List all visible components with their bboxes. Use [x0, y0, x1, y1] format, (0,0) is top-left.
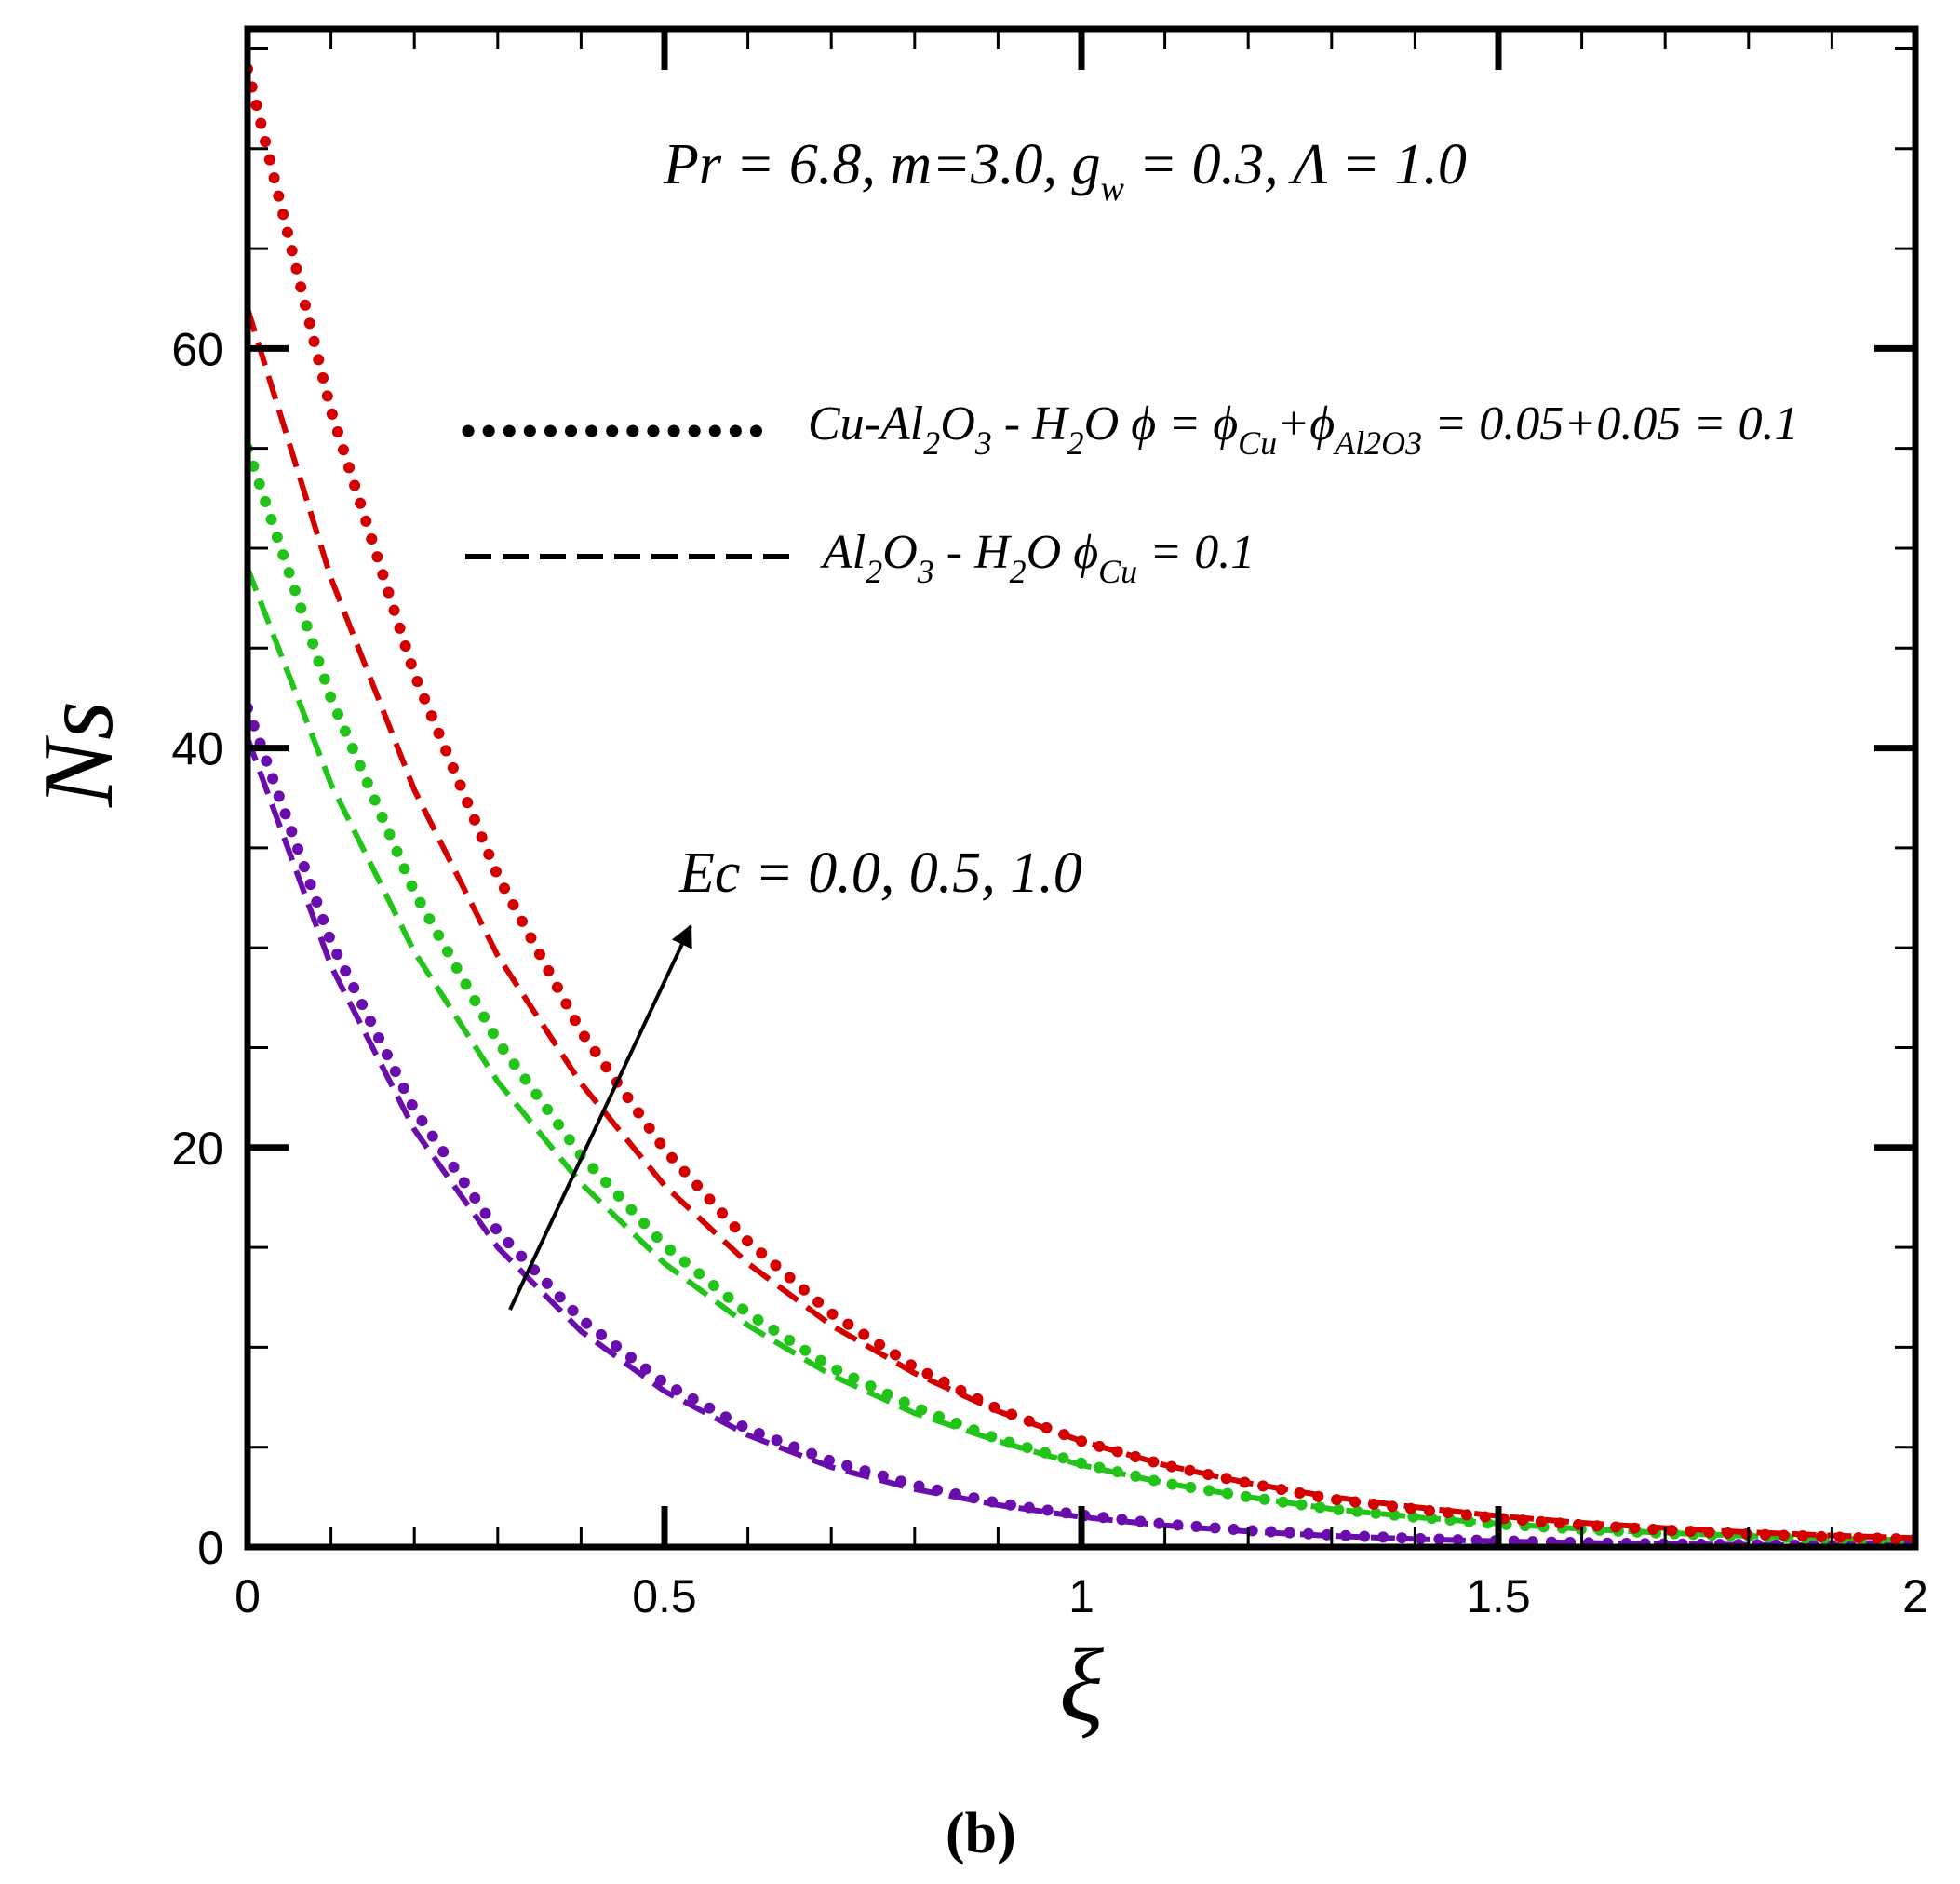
series-ec-0.0-dotted — [248, 702, 1915, 1547]
y-tick-label: 60 — [171, 323, 223, 375]
ec-direction-arrow — [508, 923, 692, 1311]
x-tick-label: 0 — [235, 1570, 261, 1622]
y-axis-title: Ns — [23, 701, 134, 808]
series-ec-0.5-dotted — [248, 442, 1915, 1547]
plot-frame — [244, 25, 1919, 1551]
series-ec-1.0-dotted — [248, 62, 1915, 1545]
x-axis-title: ξ — [1059, 1628, 1104, 1743]
panel-label: (b) — [946, 1802, 1016, 1865]
y-tick-label: 40 — [171, 723, 223, 775]
legend-label-hybrid: Cu-Al2O3 - H2O ϕ = ϕCu+ϕAl2O3 = 0.05+0.0… — [808, 397, 1798, 462]
x-tick-label: 2 — [1902, 1570, 1928, 1622]
params-annotation: Pr = 6.8, m=3.0, gw = 0.3, Λ = 1.0 — [663, 133, 1467, 209]
x-tick-label: 1 — [1068, 1570, 1094, 1622]
series-ec-1.0-dashed — [248, 307, 1915, 1541]
series-layer — [248, 62, 1915, 1547]
ec-annotation: Ec = 0.0, 0.5, 1.0 — [678, 841, 1082, 905]
x-tick-label: 1.5 — [1466, 1570, 1531, 1622]
y-tick-label: 20 — [171, 1123, 223, 1175]
y-tick-label: 0 — [197, 1522, 223, 1574]
x-tick-label: 0.5 — [632, 1570, 697, 1622]
series-ec-0.5-dashed — [248, 567, 1915, 1543]
legend-label-mono: Al2O3 - H2O ϕCu = 0.1 — [820, 526, 1255, 590]
